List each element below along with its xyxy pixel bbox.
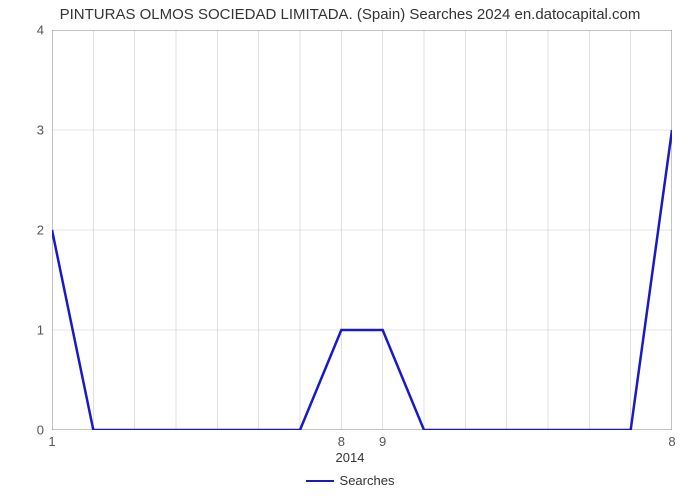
plot-area: 01234 1898 xyxy=(52,30,672,430)
x-tick-label: 8 xyxy=(338,430,345,449)
legend-label: Searches xyxy=(340,473,395,488)
y-tick-label: 4 xyxy=(37,23,52,38)
y-tick-label: 1 xyxy=(37,323,52,338)
legend-swatch xyxy=(306,480,334,482)
y-tick-label: 3 xyxy=(37,123,52,138)
plot-svg xyxy=(52,30,672,430)
x-tick-label: 9 xyxy=(379,430,386,449)
chart-title: PINTURAS OLMOS SOCIEDAD LIMITADA. (Spain… xyxy=(0,6,700,23)
x-tick-label: 8 xyxy=(668,430,675,449)
x-axis-label: 2014 xyxy=(0,450,700,465)
y-tick-label: 2 xyxy=(37,223,52,238)
x-tick-label: 1 xyxy=(48,430,55,449)
legend: Searches xyxy=(0,472,700,488)
search-line-chart: PINTURAS OLMOS SOCIEDAD LIMITADA. (Spain… xyxy=(0,0,700,500)
